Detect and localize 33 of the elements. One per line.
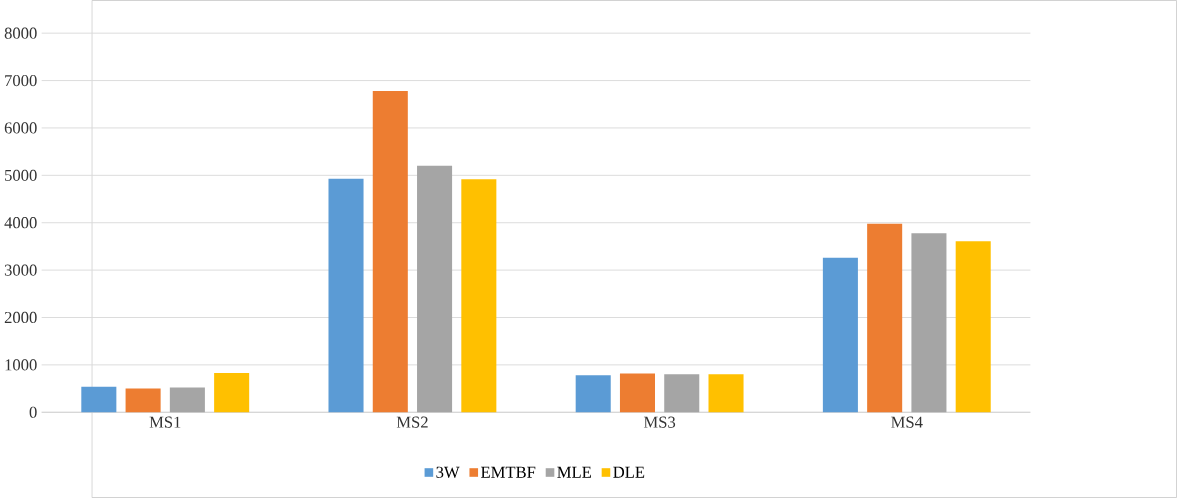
bar [214, 372, 250, 413]
x-tick-label: MS1 [149, 416, 181, 428]
bar [955, 241, 991, 413]
y-tick-label: 3000 [4, 264, 37, 276]
x-tick-label: MS2 [396, 416, 428, 428]
bar [461, 179, 497, 413]
bar [417, 165, 453, 413]
bar [619, 373, 655, 413]
bar [125, 388, 161, 413]
bar [372, 90, 408, 413]
y-tick-label: 4000 [4, 217, 37, 229]
y-tick-label: 5000 [5, 169, 37, 181]
bar [328, 178, 364, 413]
bar [867, 223, 903, 413]
y-tick-label: 2000 [4, 311, 37, 324]
bar [822, 257, 858, 413]
y-tick-label: 6000 [4, 122, 37, 134]
legend-label: EMTBF [481, 466, 536, 478]
bar [708, 374, 744, 413]
legend-label: DLE [613, 466, 645, 478]
bar [911, 233, 947, 413]
x-tick-label: MS4 [891, 416, 923, 428]
legend-label: MLE [557, 466, 591, 478]
y-tick-label: 8000 [4, 27, 37, 39]
y-tick-label: 1000 [5, 359, 37, 371]
legend-label: 3W [436, 466, 460, 478]
bar [664, 374, 700, 413]
bar [169, 387, 205, 413]
y-tick-label: 0 [29, 406, 37, 418]
x-tick-label: MS3 [643, 416, 676, 428]
y-tick-label: 7000 [5, 74, 37, 87]
bar [575, 375, 611, 413]
bar [81, 386, 117, 413]
